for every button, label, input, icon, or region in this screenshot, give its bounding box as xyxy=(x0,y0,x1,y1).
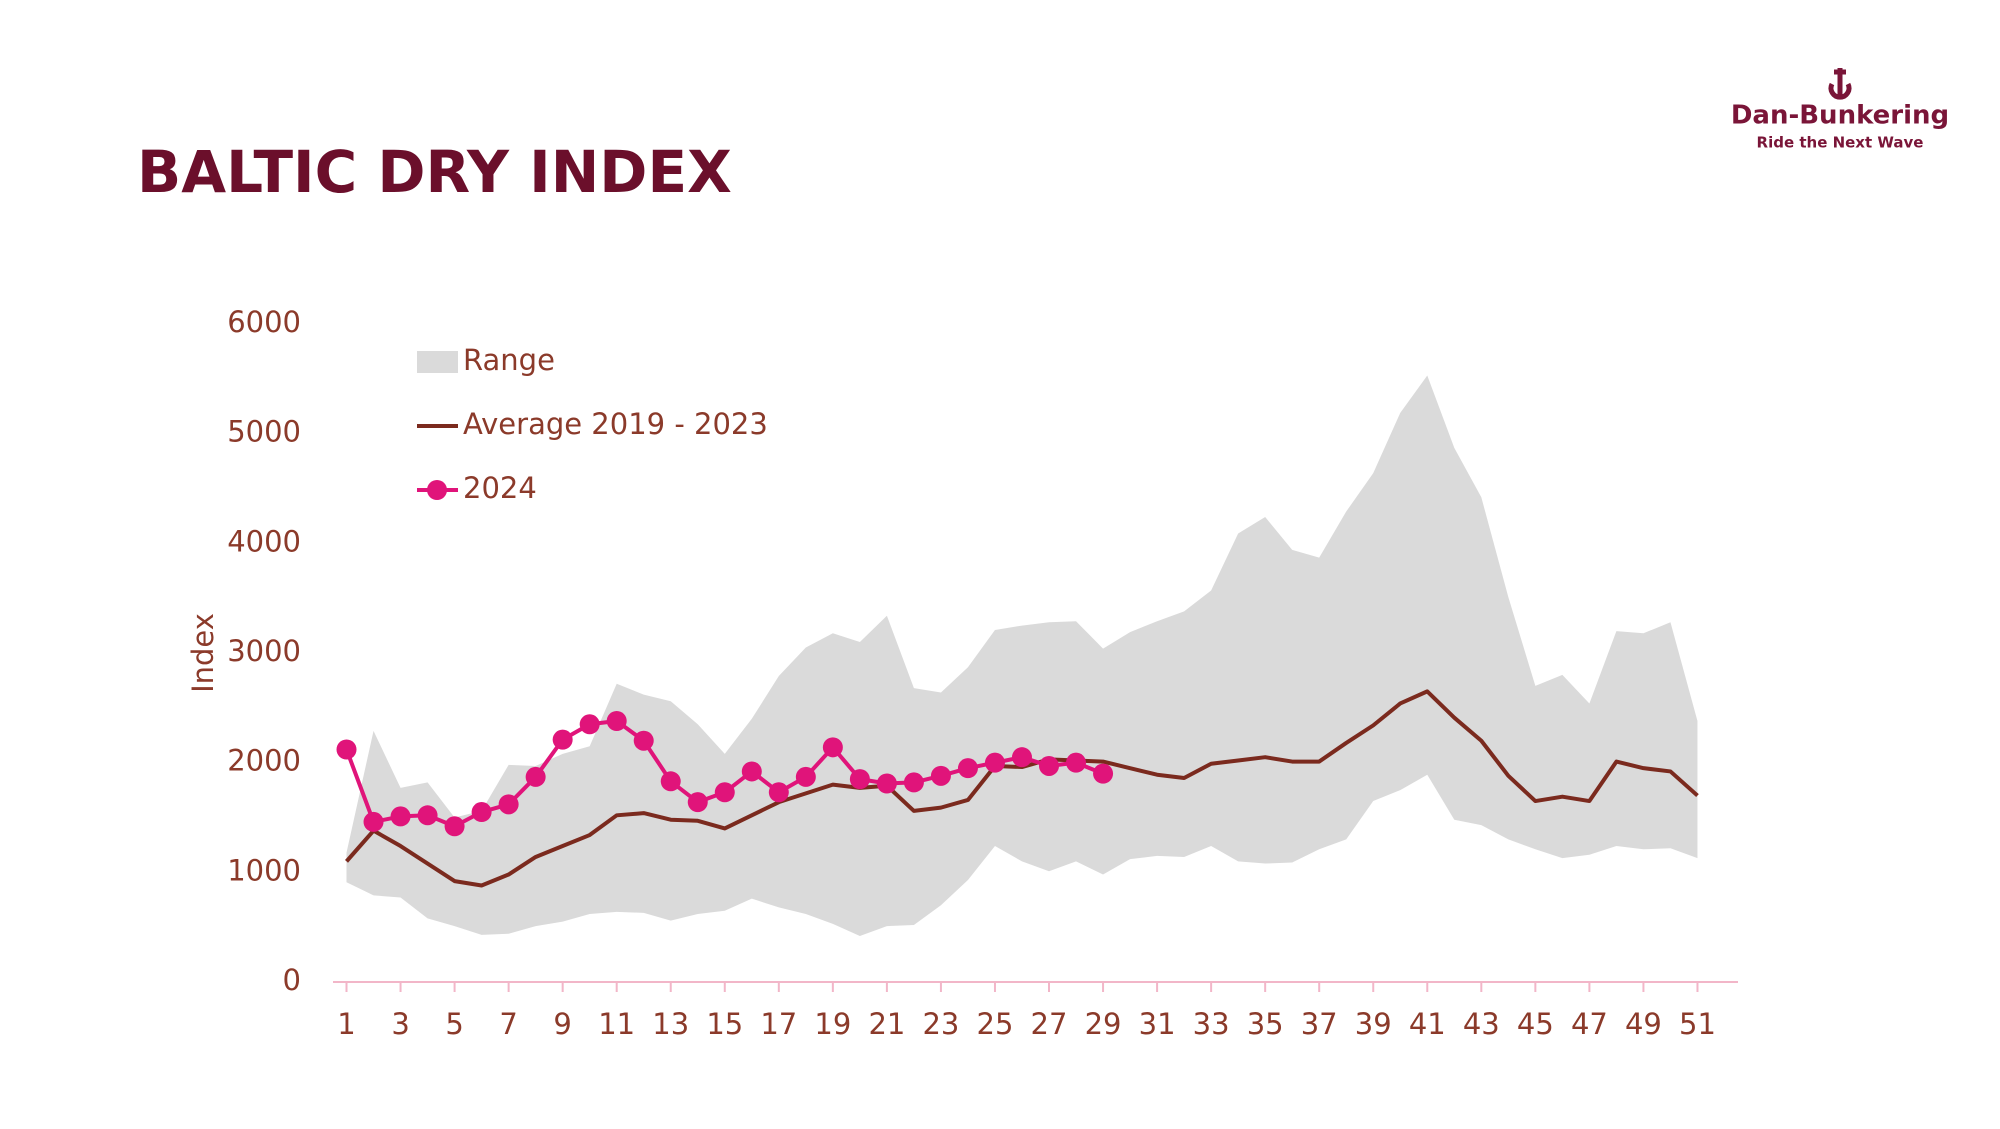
legend-marker xyxy=(427,480,447,500)
data-point xyxy=(741,761,762,782)
legend-label: Average 2019 - 2023 xyxy=(463,407,768,441)
data-point xyxy=(336,739,357,760)
data-point xyxy=(1093,763,1114,784)
legend-label: 2024 xyxy=(463,471,537,505)
x-tick-label: 19 xyxy=(814,1007,851,1041)
data-point xyxy=(363,811,384,832)
x-tick-label: 17 xyxy=(760,1007,797,1041)
data-point xyxy=(849,769,870,790)
data-point xyxy=(444,816,465,837)
x-tick-label: 49 xyxy=(1625,1007,1662,1041)
x-tick-label: 37 xyxy=(1301,1007,1338,1041)
x-tick-label: 41 xyxy=(1409,1007,1446,1041)
data-point xyxy=(660,771,681,792)
legend-label: Range xyxy=(463,343,555,377)
logo: Dan-Bunkering Ride the Next Wave xyxy=(1731,68,1949,152)
x-tick-label: 5 xyxy=(445,1007,463,1041)
logo-tagline: Ride the Next Wave xyxy=(1757,134,1924,152)
x-tick-label: 29 xyxy=(1085,1007,1122,1041)
data-point xyxy=(903,772,924,793)
x-tick-label: 13 xyxy=(652,1007,689,1041)
plot-area xyxy=(333,375,1738,992)
data-point xyxy=(957,758,978,779)
data-point xyxy=(1066,752,1087,773)
x-tick-label: 23 xyxy=(922,1007,959,1041)
x-tick-label: 1 xyxy=(337,1007,355,1041)
data-point xyxy=(498,794,519,815)
y-tick-label: 4000 xyxy=(227,524,301,558)
x-tick-label: 21 xyxy=(868,1007,905,1041)
x-tick-label: 35 xyxy=(1247,1007,1284,1041)
data-point xyxy=(768,782,789,803)
y-tick-label: 6000 xyxy=(227,305,301,339)
logo-icon xyxy=(1828,68,1852,100)
x-tick-label: 43 xyxy=(1463,1007,1500,1041)
range-area xyxy=(346,375,1698,936)
data-point xyxy=(471,802,492,823)
x-tick-label: 27 xyxy=(1031,1007,1068,1041)
data-point xyxy=(795,766,816,787)
y-tick-label: 3000 xyxy=(227,634,301,668)
x-tick-label: 31 xyxy=(1139,1007,1176,1041)
y-tick-label: 0 xyxy=(283,963,301,997)
x-tick-label: 25 xyxy=(977,1007,1014,1041)
data-point xyxy=(984,752,1005,773)
x-tick-label: 15 xyxy=(706,1007,743,1041)
data-point xyxy=(687,792,708,813)
data-point xyxy=(930,765,951,786)
x-tick-label: 47 xyxy=(1571,1007,1608,1041)
y-tick-label: 2000 xyxy=(227,744,301,778)
x-tick-label: 39 xyxy=(1355,1007,1392,1041)
x-tick-label: 7 xyxy=(499,1007,517,1041)
data-point xyxy=(1011,747,1032,768)
data-point xyxy=(390,806,411,827)
chart-title: BALTIC DRY INDEX xyxy=(137,138,732,206)
data-point xyxy=(714,782,735,803)
data-point xyxy=(606,710,627,731)
x-tick-label: 45 xyxy=(1517,1007,1554,1041)
data-point xyxy=(552,729,573,750)
y-axis-label: Index xyxy=(186,613,220,693)
x-tick-label: 51 xyxy=(1679,1007,1716,1041)
data-point xyxy=(579,714,600,735)
logo-name: Dan-Bunkering xyxy=(1731,101,1949,131)
y-tick-label: 1000 xyxy=(227,853,301,887)
data-point xyxy=(525,766,546,787)
y-tick-label: 5000 xyxy=(227,415,301,449)
data-point xyxy=(633,730,654,751)
data-point xyxy=(822,737,843,758)
data-point xyxy=(417,805,438,826)
data-point xyxy=(876,773,897,794)
x-tick-label: 11 xyxy=(598,1007,635,1041)
x-tick-label: 3 xyxy=(391,1007,409,1041)
x-tick-label: 33 xyxy=(1193,1007,1230,1041)
x-tick-label: 9 xyxy=(553,1007,571,1041)
legend-swatch xyxy=(417,351,458,373)
legend: Range Average 2019 - 2023 2024 xyxy=(417,343,768,505)
data-point xyxy=(1039,755,1060,776)
